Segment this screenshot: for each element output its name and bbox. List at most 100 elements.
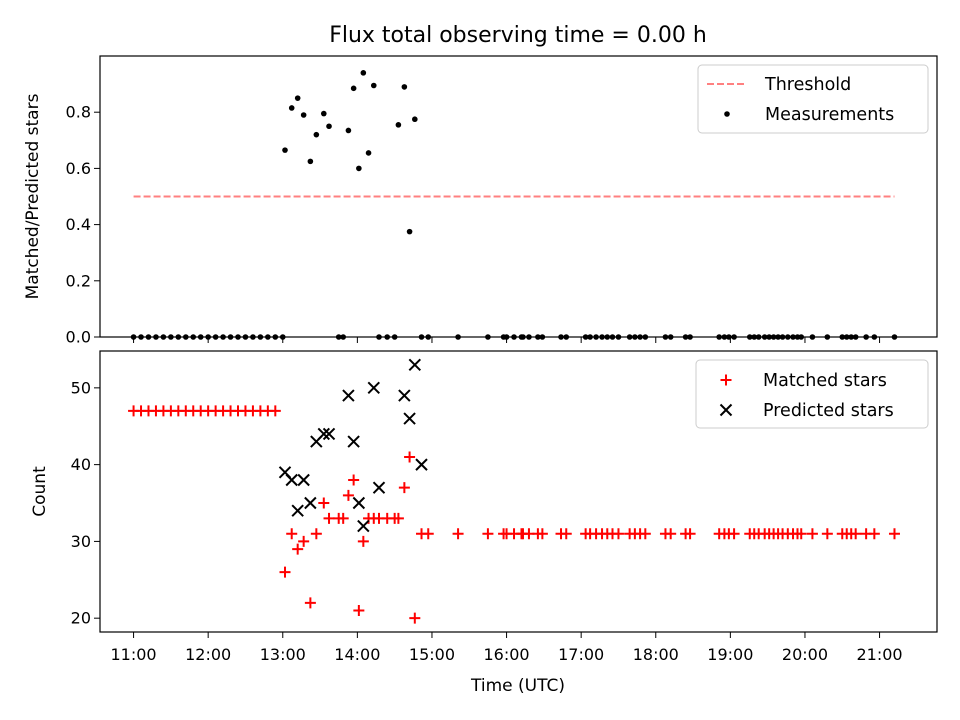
predicted-star-point <box>352 496 366 510</box>
measurement-point <box>360 70 367 76</box>
matched-star-point <box>298 535 310 547</box>
count-x-tick-label: 15:00 <box>409 645 455 664</box>
predicted-star-point <box>342 389 355 402</box>
matched-star-point <box>536 528 548 540</box>
count-x-tick-label: 18:00 <box>633 645 679 664</box>
chart-title: Flux total observing time = 0.00 h <box>329 23 707 48</box>
count-legend: Matched stars Predicted stars <box>695 359 929 429</box>
threshold-legend-label: Threshold <box>764 75 851 95</box>
matched-star-point <box>452 528 464 540</box>
matched-star-point <box>286 528 298 540</box>
count-y-tick-label: 50 <box>71 378 91 397</box>
predicted-star-point <box>304 496 317 510</box>
ratio-panel-ticks: 0.0 0.2 0.4 0.6 0.8 <box>66 103 881 347</box>
matched-legend-swatch <box>720 374 732 386</box>
matched-star-point <box>353 605 365 617</box>
measurement-point <box>300 112 307 118</box>
count-y-axis-label: Count <box>30 466 50 517</box>
matched-star-point <box>850 528 862 540</box>
measurement-legend-label: Measurements <box>765 105 894 125</box>
matched-star-point <box>665 528 677 540</box>
ratio-y-tick-label: 0.6 <box>66 159 91 178</box>
measurement-point <box>365 150 372 156</box>
matched-star-point <box>560 528 572 540</box>
ratio-y-tick-label: 0.2 <box>66 271 91 290</box>
matched-star-point <box>279 566 291 578</box>
matched-star-point <box>337 512 349 524</box>
count-x-tick-label: 16:00 <box>484 645 530 664</box>
measurement-point <box>395 122 402 128</box>
measurement-point <box>294 95 301 101</box>
matched-star-point <box>310 528 322 540</box>
matched-star-point <box>357 535 369 547</box>
ratio-legend: Threshold Measurements <box>697 64 929 134</box>
predicted-star-point <box>317 427 331 441</box>
measurement-point <box>320 110 327 117</box>
measurement-legend-swatch <box>724 111 730 117</box>
count-x-tick-label: 13:00 <box>260 645 306 664</box>
matched-star-point <box>392 512 404 524</box>
count-x-tick-label: 14:00 <box>334 645 380 664</box>
matched-star-point <box>612 528 624 540</box>
ratio-panel: 0.00.20.40.60.8 Matched/Predicted stars … <box>23 55 938 347</box>
measurement-point <box>282 147 288 153</box>
count-x-tick-label: 17:00 <box>558 645 604 664</box>
measurement-point <box>288 105 295 111</box>
predicted-legend-label: Predicted stars <box>763 401 894 421</box>
count-panel-frame <box>99 350 938 633</box>
predicted-star-point <box>372 481 386 494</box>
predicted-star-point <box>291 504 304 517</box>
ratio-panel-frame <box>99 55 938 338</box>
predicted-star-point <box>322 427 336 441</box>
predicted-star-point <box>415 458 428 471</box>
matched-star-point <box>684 528 696 540</box>
measurement-point <box>345 127 352 134</box>
measurement-point <box>326 123 332 130</box>
count-panel: 20 30 40 50 11:00 12:00 13:00 14:00 15:00 16:00 17… <box>30 350 938 696</box>
matched-star-point <box>304 597 316 609</box>
count-x-tick-label: 12:00 <box>185 645 231 664</box>
count-x-tick-label: 20:00 <box>782 645 828 664</box>
measurement-point <box>313 131 320 138</box>
matched-star-point <box>422 528 434 540</box>
count-x-tick-label: 11:00 <box>111 645 157 664</box>
measurement-point <box>370 82 377 89</box>
predicted-star-point <box>347 435 360 448</box>
time-x-axis-label: Time (UTC) <box>470 676 565 696</box>
matched-star-point <box>404 451 416 463</box>
predicted-star-point <box>398 389 411 402</box>
count-y-tick-label: 40 <box>71 455 91 474</box>
matched-star-point <box>482 528 494 540</box>
matched-star-point <box>398 482 410 494</box>
count-x-tick-label: 19:00 <box>707 645 753 664</box>
matched-legend-label: Matched stars <box>763 371 887 391</box>
matched-star-point <box>409 612 421 624</box>
ratio-legend-box <box>697 64 929 134</box>
ratio-y-tick-label: 0.0 <box>66 328 91 347</box>
predicted-star-point <box>403 412 416 425</box>
predicted-legend-swatch <box>719 403 733 417</box>
predicted-star-point <box>297 473 310 487</box>
measurement-point <box>412 116 418 123</box>
matched-star-point <box>269 405 281 417</box>
matched-star-point <box>806 528 818 540</box>
count-y-tick-label: 20 <box>71 609 91 628</box>
matched-star-point <box>868 528 880 540</box>
predicted-star-point <box>285 473 298 487</box>
predicted-star-point <box>408 358 422 372</box>
count-panel-ticks: 20 30 40 50 11:00 12:00 13:00 14:00 15:00 16:00 17… <box>71 378 903 664</box>
matched-star-point <box>888 528 900 540</box>
measurement-point <box>406 228 413 235</box>
count-x-tick-label: 21:00 <box>857 645 903 664</box>
matched-star-point <box>323 512 335 524</box>
measurement-point <box>356 165 362 172</box>
predicted-stars-points <box>278 358 428 533</box>
matched-star-point <box>348 474 360 486</box>
matched-star-point <box>639 528 651 540</box>
matched-star-point <box>318 497 330 509</box>
predicted-star-point <box>357 519 370 533</box>
matched-stars-points <box>128 405 900 624</box>
count-y-tick-label: 30 <box>71 532 91 551</box>
count-legend-box <box>695 359 929 429</box>
